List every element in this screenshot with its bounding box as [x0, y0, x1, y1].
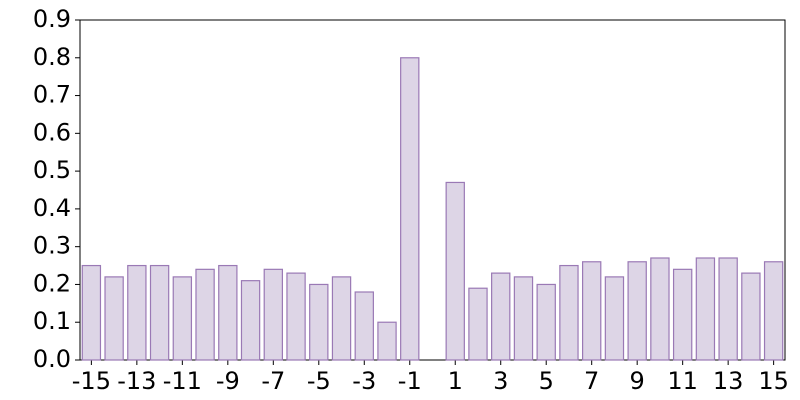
x-tick-label: 3	[493, 367, 508, 395]
y-tick-label: 0.8	[33, 43, 71, 71]
x-tick-label: -3	[352, 367, 376, 395]
bar	[172, 276, 193, 361]
y-tick-label: 0.5	[33, 156, 71, 184]
y-tick-label: 0.6	[33, 118, 71, 146]
x-tick-label: -1	[398, 367, 422, 395]
x-tick-label: -11	[163, 367, 202, 395]
bar	[468, 287, 488, 361]
bar	[81, 264, 102, 361]
bar	[263, 268, 284, 361]
plot-frame	[79, 19, 786, 361]
x-tick-label: 13	[713, 367, 744, 395]
y-tick-label: 0.7	[33, 81, 71, 109]
x-tick-label: -15	[72, 367, 111, 395]
x-tick-label: 7	[584, 367, 599, 395]
x-tick-label: 15	[758, 367, 789, 395]
bar	[240, 280, 261, 361]
x-tick-label: 1	[448, 367, 463, 395]
bar	[104, 276, 124, 361]
bar	[149, 264, 170, 361]
y-tick-label: 0.0	[33, 345, 71, 373]
y-tick-label: 0.2	[33, 269, 71, 297]
bar	[718, 257, 738, 361]
bar	[672, 268, 693, 361]
bar	[491, 272, 511, 361]
x-tick-label: -7	[261, 367, 285, 395]
y-tick-label: 0.3	[33, 232, 71, 260]
x-tick-label: 11	[667, 367, 698, 395]
y-tick-label: 0.9	[33, 5, 71, 33]
x-tick-label: -13	[117, 367, 156, 395]
bar	[741, 272, 761, 361]
bar	[627, 261, 647, 361]
bar	[763, 261, 784, 361]
bar	[445, 181, 465, 361]
bar	[127, 264, 147, 361]
bar	[218, 264, 238, 361]
bar	[286, 272, 306, 361]
x-tick-label: 9	[630, 367, 645, 395]
bar	[581, 261, 602, 361]
y-tick-label: 0.1	[33, 307, 71, 335]
bar	[536, 283, 556, 361]
bar	[195, 268, 215, 361]
bar	[400, 57, 420, 361]
bar	[377, 321, 397, 361]
bar	[331, 276, 352, 361]
bar	[354, 291, 374, 361]
bar	[650, 257, 670, 361]
x-tick-label: 5	[539, 367, 554, 395]
bar	[604, 276, 625, 361]
x-tick-label: -5	[307, 367, 331, 395]
bar	[695, 257, 716, 361]
y-tick-label: 0.4	[33, 194, 71, 222]
bar	[513, 276, 534, 361]
x-tick-label: -9	[216, 367, 240, 395]
bar	[559, 264, 579, 361]
bar	[309, 283, 329, 361]
